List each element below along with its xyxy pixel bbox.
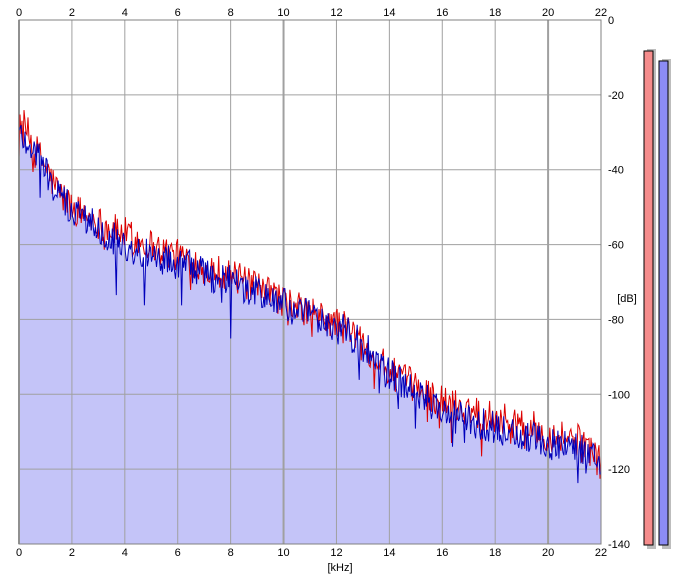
right-level-meter (658, 60, 669, 546)
x-tick-label-bottom: 22 (595, 547, 607, 559)
x-tick-label-bottom: 20 (542, 547, 554, 559)
x-tick-label-bottom: 18 (489, 547, 501, 559)
left-level-meter (643, 50, 654, 546)
x-axis-label: [kHz] (327, 562, 352, 574)
x-tick-label-top: 2 (69, 7, 75, 19)
x-tick-label-bottom: 2 (69, 547, 75, 559)
x-tick-label-top: 6 (175, 7, 181, 19)
x-tick-label-bottom: 0 (16, 547, 22, 559)
x-tick-label-top: 12 (330, 7, 342, 19)
x-tick-label-top: 0 (16, 7, 22, 19)
x-tick-label-top: 16 (436, 7, 448, 19)
x-tick-label-bottom: 10 (277, 547, 289, 559)
x-tick-label-top: 8 (228, 7, 234, 19)
y-tick-label: -60 (608, 240, 624, 252)
y-axis-label: [dB] (617, 293, 637, 305)
x-tick-label-bottom: 14 (383, 547, 395, 559)
y-tick-label: -80 (608, 314, 624, 326)
y-axis-labels: 0 -20 -40 -60 -80 -100 -120 -140 (608, 15, 630, 551)
x-tick-label-top: 4 (122, 7, 128, 19)
x-tick-label-bottom: 4 (122, 547, 128, 559)
x-tick-label-bottom: 6 (175, 547, 181, 559)
spectrum-fill (19, 125, 601, 544)
x-axis-bottom-labels: 0 2 4 6 8 10 12 14 16 18 20 22 (16, 547, 607, 559)
y-tick-label: -140 (608, 539, 630, 551)
x-tick-label-bottom: 8 (228, 547, 234, 559)
y-tick-label: -120 (608, 464, 630, 476)
x-tick-label-top: 18 (489, 7, 501, 19)
plot-area (18, 19, 602, 545)
plot-frame (18, 19, 602, 545)
y-tick-label: -20 (608, 90, 624, 102)
x-tick-label-top: 10 (277, 7, 289, 19)
x-tick-label-top: 14 (383, 7, 395, 19)
x-tick-label-bottom: 16 (436, 547, 448, 559)
y-tick-label: 0 (608, 15, 614, 27)
y-tick-label: -40 (608, 165, 624, 177)
grid (18, 19, 602, 545)
right-channel-line (18, 125, 602, 484)
x-axis-top-labels: 0 2 4 6 8 10 12 14 16 18 20 22 (16, 7, 607, 19)
x-tick-label-top: 22 (595, 7, 607, 19)
level-meters (643, 49, 671, 549)
x-tick-label-bottom: 12 (330, 547, 342, 559)
y-tick-label: -100 (608, 389, 630, 401)
x-tick-label-top: 20 (542, 7, 554, 19)
